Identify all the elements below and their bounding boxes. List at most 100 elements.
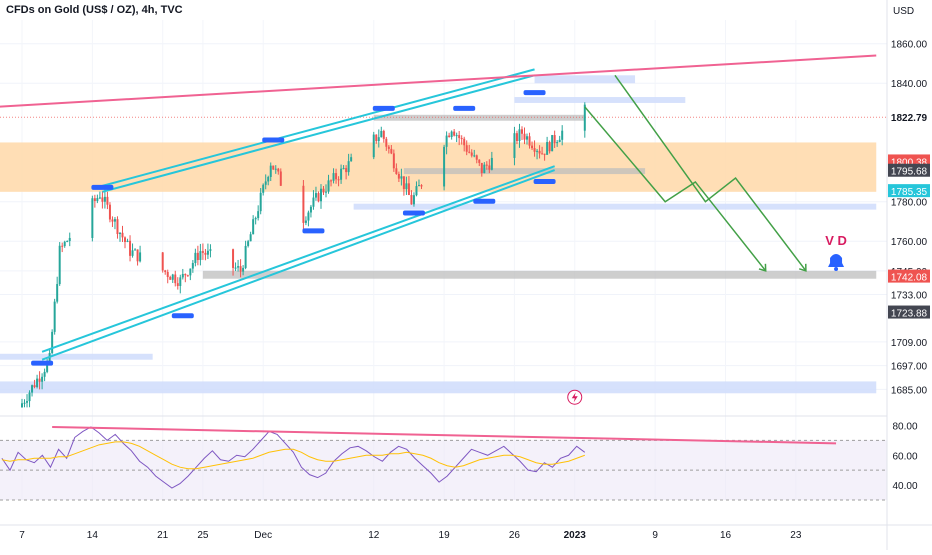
time-tick-label: 9 (652, 530, 658, 541)
candle-body (473, 155, 476, 157)
candle-body (93, 198, 96, 202)
candle-body (390, 148, 393, 154)
candle-body (558, 139, 561, 143)
candle-body (199, 251, 202, 261)
candle-body (350, 157, 353, 162)
candle-body (518, 129, 521, 142)
candle-body (372, 134, 375, 158)
price-tag-label: 1723.88 (891, 309, 928, 320)
candle-body (181, 273, 184, 278)
candle-body (450, 131, 453, 138)
candle-body (410, 194, 413, 205)
candle-body (124, 237, 127, 242)
candle-body (443, 146, 446, 187)
candle-body (31, 385, 34, 393)
price-tick-label: 1780.00 (891, 198, 928, 209)
candle-body (196, 252, 199, 261)
candle-body (244, 245, 247, 268)
price-tag-label: 1822.79 (891, 113, 928, 124)
candle-body (28, 392, 31, 402)
candle-body (485, 164, 488, 166)
candle-body (209, 249, 212, 251)
candle-body (61, 245, 64, 247)
candle-body (174, 274, 177, 284)
lightning-icon (567, 389, 583, 405)
candle-body (556, 142, 559, 144)
candle-body (380, 130, 383, 138)
candle-body (239, 266, 242, 272)
candle-body (309, 206, 312, 213)
candle-body (98, 197, 101, 199)
candle-body (470, 152, 473, 156)
rsi-tick-label: 80.00 (892, 421, 917, 432)
candle-body (169, 277, 172, 280)
candle-body (33, 385, 36, 388)
candle-body (56, 284, 59, 302)
candle-body (382, 130, 385, 139)
time-tick-label: 19 (439, 530, 451, 541)
candle-body (523, 133, 526, 140)
pivot-marker (533, 178, 556, 184)
pivot-marker (171, 313, 194, 319)
candle-body (139, 252, 142, 262)
candle-body (520, 129, 523, 134)
candle-body (111, 219, 114, 222)
candle-body (583, 104, 586, 131)
price-tick-label: 1685.00 (891, 385, 928, 396)
rsi-divergence-line (52, 425, 837, 445)
candle-body (23, 402, 26, 404)
candle-body (475, 155, 478, 160)
candle-body (531, 145, 534, 149)
candle-body (58, 245, 61, 285)
candle-body (553, 135, 556, 144)
candle-body (335, 173, 338, 180)
price-tick-label: 1733.00 (891, 291, 928, 302)
pivot-marker (372, 105, 395, 111)
candle-body (113, 219, 116, 222)
candle-body (189, 268, 192, 276)
candle-body (417, 185, 420, 187)
rsi-tick-label: 60.00 (892, 451, 917, 462)
price-tick-label: 1760.00 (891, 237, 928, 248)
gray-zone (202, 270, 877, 279)
candle-body (448, 135, 451, 138)
candle-body (53, 301, 56, 332)
channel-lines (41, 68, 555, 361)
price-tag-dark (888, 163, 930, 177)
candle-body (164, 270, 167, 272)
pivot-marker (262, 137, 285, 143)
candle-body (400, 176, 403, 179)
candle-body (445, 135, 448, 147)
resistance-trendline (0, 54, 877, 108)
candle-body (526, 136, 529, 140)
price-tick-label: 1860.00 (891, 40, 928, 51)
candle-body (314, 193, 317, 198)
candle-body (274, 168, 277, 170)
candle-body (38, 378, 41, 382)
candle-body (26, 401, 29, 403)
candle-body (279, 171, 282, 186)
candle-body (262, 184, 265, 193)
price-tag-plain (888, 110, 930, 124)
candle-body (36, 378, 39, 388)
candle-body (528, 136, 531, 146)
candle-body (68, 237, 71, 242)
price-tick-label: 1697.00 (891, 362, 928, 373)
candle-body (480, 162, 483, 174)
candle-body (543, 153, 546, 155)
price-gridlines (0, 20, 887, 500)
candle-body (43, 371, 46, 377)
candle-body (515, 133, 518, 142)
candle-body (247, 241, 250, 246)
pivot-marker (402, 210, 425, 216)
candle-body (420, 185, 423, 187)
pivot-markers (31, 90, 556, 366)
blue-zone (353, 203, 877, 210)
candle-body (136, 249, 139, 262)
candle-body (325, 191, 328, 193)
candle-body (536, 150, 539, 152)
time-tick-label: 25 (197, 530, 209, 541)
candle-body (327, 180, 330, 192)
